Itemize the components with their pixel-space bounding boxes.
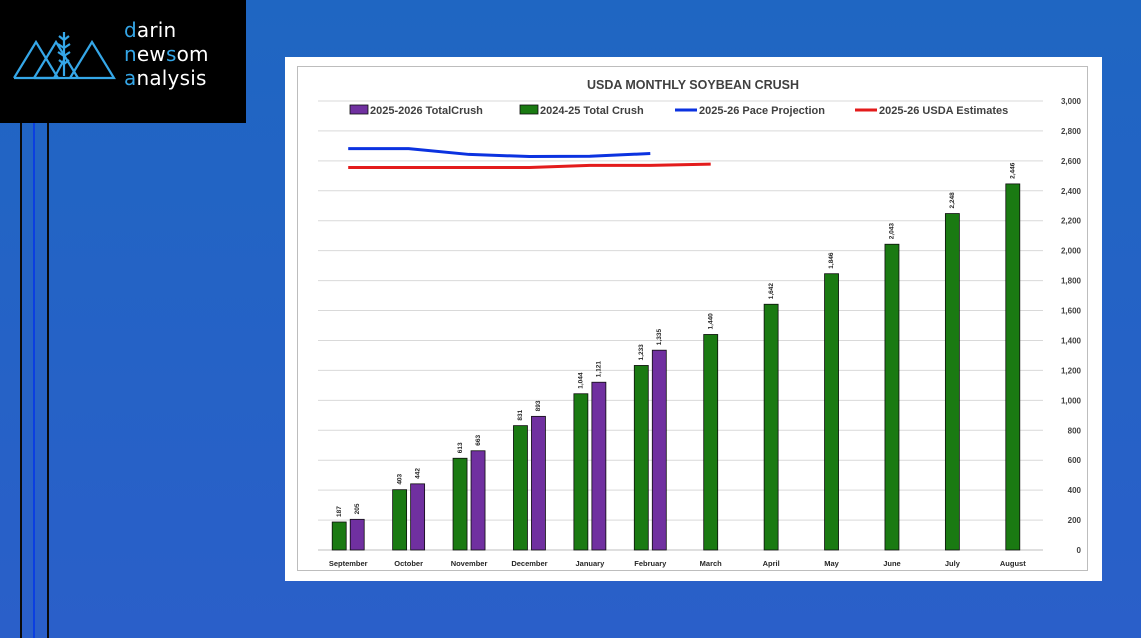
bar-2025-26 [651,349,667,551]
bar-value-label: 1,233 [638,344,645,361]
bar-value-label: 831 [517,409,524,420]
bar-2024-25 [824,273,839,551]
brand-wordmark: darin newsom analysis [124,18,209,90]
bar-2025-26 [470,450,486,551]
bar-value-label: 187 [336,506,343,517]
bar-value-label: 205 [354,503,361,514]
bar-value-label: 1,121 [596,361,603,378]
x-tick-label: December [511,559,547,568]
bar-value-label: 1,440 [707,313,714,330]
bar-2024-25 [884,243,900,551]
y-tick-label: 2,000 [1061,247,1082,256]
bar-2024-25 [573,393,589,551]
decor-line [47,123,49,638]
legend-label: 2024-25 Total Crush [540,105,644,117]
y-tick-label: 1,400 [1061,336,1082,345]
mountain-wheat-icon [13,32,116,80]
bar-2025-26 [410,483,426,551]
x-tick-label: June [883,559,901,568]
x-tick-label: March [700,559,723,568]
y-tick-label: 2,200 [1061,217,1082,226]
x-tick-label: January [575,559,605,568]
legend-label: 2025-26 USDA Estimates [879,105,1008,117]
bar-value-label: 1,335 [656,329,663,346]
x-tick-label: August [1000,559,1026,568]
y-tick-label: 1,200 [1061,366,1082,375]
bar-2024-25 [452,457,468,551]
y-tick-label: 200 [1068,516,1082,525]
decor-line [33,123,35,638]
y-tick-label: 2,400 [1061,187,1082,196]
x-tick-label: April [763,559,780,568]
x-tick-label: October [394,559,423,568]
y-tick-label: 400 [1068,486,1082,495]
x-tick-label: May [824,559,839,568]
y-tick-label: 2,800 [1061,127,1082,136]
chart-panel: USDA MONTHLY SOYBEAN CRUSH 0 200 400 600 800… [285,57,1102,581]
bar-2025-26 [349,518,365,551]
grid [318,100,1043,551]
legend-swatch [519,104,539,115]
chart-title: USDA MONTHLY SOYBEAN CRUSH [587,78,799,92]
legend-label: 2025-26 Pace Projection [699,105,825,117]
x-tick-label: September [329,559,368,568]
bar-2024-25 [513,425,528,551]
legend: 2025-2026 TotalCrush 2024-25 Total Crush 2… [349,104,1008,117]
soybean-crush-chart: USDA MONTHLY SOYBEAN CRUSH 0 200 400 600 800… [318,78,1082,568]
x-tick-label: November [451,559,488,568]
chart-frame: USDA MONTHLY SOYBEAN CRUSH 0 200 400 600 800… [297,66,1088,571]
brand-logo: darin newsom analysis [0,0,246,123]
y-tick-label: 600 [1068,456,1082,465]
bar-value-label: 613 [457,442,464,453]
bar-value-label: 2,043 [889,223,896,240]
bar-2025-26 [531,415,546,551]
line-usda-estimates [348,162,711,169]
legend-swatch [349,104,369,115]
bar-2024-25 [331,521,347,551]
y-tick-label: 1,800 [1061,277,1082,286]
decor-line [20,123,22,638]
bar-value-label: 1,044 [578,372,585,389]
bar-value-label: 442 [414,468,421,479]
x-tick-label: February [634,559,667,568]
y-tick-label: 1,600 [1061,307,1082,316]
legend-label: 2025-2026 TotalCrush [370,105,483,117]
bar-value-label: 1,846 [828,252,835,269]
line-pace-projection [348,147,651,159]
bar-value-label: 403 [396,473,403,484]
y-tick-label: 3,000 [1061,97,1082,106]
bar-2025-26 [591,381,607,551]
bar-2024-25 [1005,183,1021,551]
y-tick-label: 800 [1068,426,1082,435]
bar-2024-25 [392,489,408,551]
y-axis: 0 200 400 600 800 1,000 1,200 1,400 1,600 1,800 2,… [1061,97,1082,555]
bar-labels: 187 205 403 442 613 663 831 893 1,044 1,121 1,233 1… [336,162,1017,517]
series-lines [348,147,711,169]
y-tick-label: 0 [1077,546,1082,555]
y-tick-label: 1,000 [1061,396,1082,405]
bar-2024-25 [633,365,649,551]
x-axis: September October November December January F… [329,559,1026,568]
x-tick-label: July [945,559,961,568]
bar-value-label: 1,642 [768,283,775,300]
bar-2024-25 [703,334,719,551]
bar-value-label: 663 [475,435,482,446]
y-tick-label: 2,600 [1061,157,1082,166]
bar-value-label: 2,248 [949,192,956,209]
bar-value-label: 2,446 [1010,162,1017,179]
bars [331,183,1021,551]
bar-2024-25 [944,213,960,551]
bar-value-label: 893 [535,400,542,411]
bar-2024-25 [763,303,779,551]
